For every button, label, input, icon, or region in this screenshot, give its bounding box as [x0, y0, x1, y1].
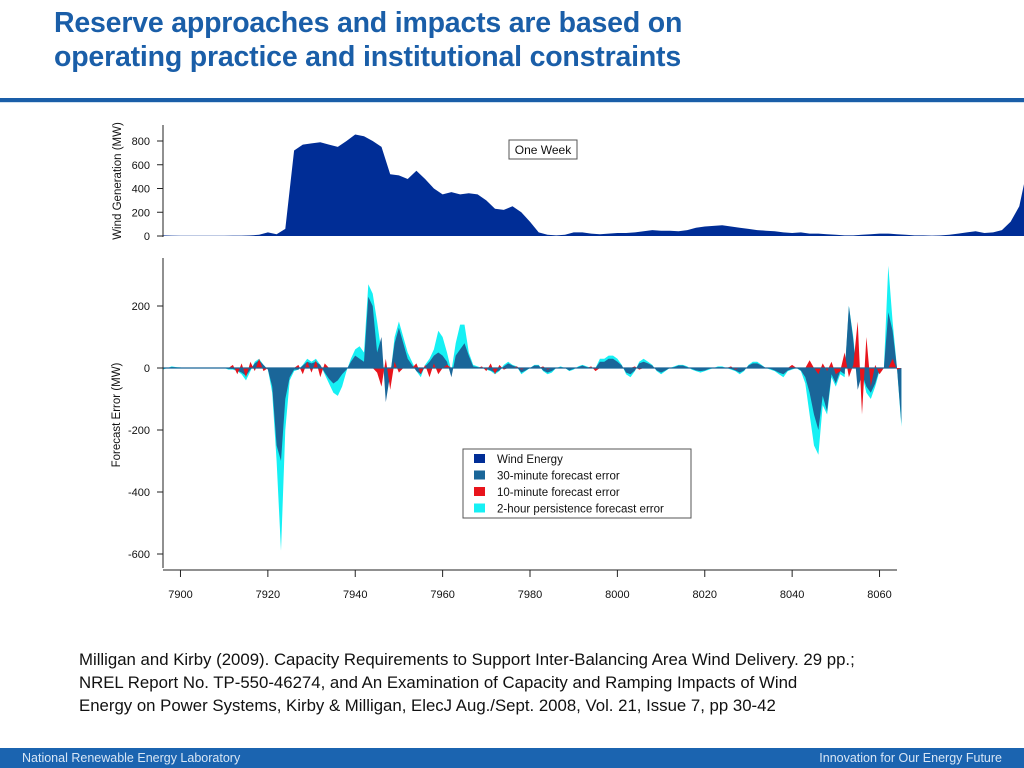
wind-generation-chart: 0 200 400 600 800 Wind Generation (MW) One W… — [112, 122, 1024, 243]
bottom-y-tick-label: 0 — [144, 363, 150, 375]
top-y-tick-label: 600 — [132, 160, 150, 172]
chart-figure: 0 200 400 600 800 Wind Generation (MW) One W… — [111, 122, 1024, 601]
slide-title-line-1: Reserve approaches and impacts are based… — [54, 7, 683, 39]
slide-title: Reserve approaches and impacts are based… — [54, 6, 954, 74]
wind-generation-area — [163, 134, 1024, 236]
top-y-tick-label: 400 — [132, 184, 150, 196]
legend: Wind Energy 30-minute forecast error 10-mi… — [462, 448, 692, 519]
top-y-axis-label: Wind Generation (MW) — [112, 122, 124, 240]
legend-label: Wind Energy — [497, 454, 563, 466]
forecast-30min-error-area — [163, 296, 902, 461]
title-divider-shadow — [0, 102, 1024, 103]
top-y-tick-label: 800 — [132, 136, 150, 148]
bottom-y-tick-label: 200 — [132, 301, 150, 313]
footer-organization: National Renewable Energy Laboratory — [22, 751, 241, 765]
citation-line-1: Milligan and Kirby (2009). Capacity Requ… — [79, 650, 855, 669]
bottom-y-tick-label: -600 — [128, 549, 150, 561]
bottom-x-tick-label: 7900 — [168, 589, 192, 601]
bottom-y-tick-label: -400 — [128, 487, 150, 499]
top-y-ticks: 0 200 400 600 800 — [132, 136, 163, 243]
bottom-x-tick-label: 7940 — [343, 589, 367, 601]
forecast-error-chart: -600 -400 -200 0 200 7900 7920 7940 7960 7980 800… — [111, 258, 906, 601]
legend-label: 2-hour persistence forecast error — [497, 504, 664, 516]
bottom-x-tick-label: 8040 — [780, 589, 804, 601]
bottom-x-tick-label: 8000 — [605, 589, 629, 601]
one-week-annotation-box — [508, 139, 578, 160]
bottom-y-ticks: -600 -400 -200 0 200 — [128, 301, 163, 561]
legend-label: 30-minute forecast error — [497, 471, 620, 483]
legend-label: 10-minute forecast error — [497, 487, 620, 499]
bottom-x-tick-label: 8020 — [693, 589, 717, 601]
citation-line-3: Energy on Power Systems, Kirby & Milliga… — [79, 696, 776, 715]
top-y-tick-label: 200 — [132, 207, 150, 219]
legend-swatch — [474, 454, 485, 463]
citation-line-2: NREL Report No. TP-550-46274, and An Exa… — [79, 673, 798, 692]
bottom-x-tick-label: 7980 — [518, 589, 542, 601]
title-divider — [0, 98, 1024, 102]
bottom-x-tick-label: 7920 — [256, 589, 280, 601]
bottom-x-tick-label: 7960 — [430, 589, 454, 601]
bottom-y-axis-label: Forecast Error (MW) — [111, 362, 123, 467]
bottom-y-tick-label: -200 — [128, 425, 150, 437]
wind-generation-series — [163, 134, 1024, 236]
legend-swatch — [474, 503, 485, 513]
legend-swatch — [474, 470, 485, 480]
legend-box — [462, 448, 692, 519]
forecast-error-series — [163, 265, 906, 551]
citation: Milligan and Kirby (2009). Capacity Requ… — [79, 648, 1019, 717]
one-week-annotation: One Week — [515, 143, 572, 157]
slide-title-line-2: operating practice and institutional con… — [54, 41, 681, 73]
bottom-x-tick-label: 8060 — [867, 589, 891, 601]
footer-bar: National Renewable Energy Laboratory Inn… — [0, 748, 1024, 768]
footer-tagline: Innovation for Our Energy Future — [819, 751, 1002, 765]
legend-swatch — [474, 487, 485, 496]
top-y-tick-label: 0 — [144, 231, 150, 243]
bottom-x-ticks: 7900 7920 7940 7960 7980 8000 8020 8040 8060 — [168, 570, 892, 601]
